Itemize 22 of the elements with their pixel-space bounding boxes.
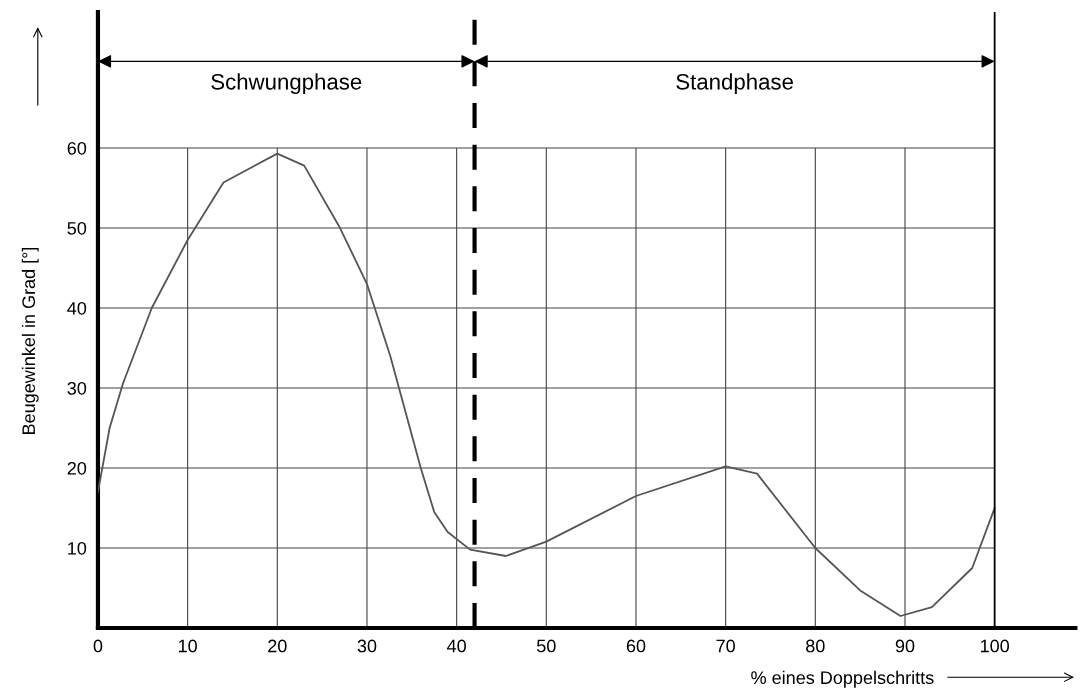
line-series bbox=[97, 152, 996, 617]
y-tick-label: 20 bbox=[67, 461, 87, 475]
x-axis-title: % eines Doppelschritts bbox=[751, 670, 934, 688]
y-tick-label: 30 bbox=[67, 381, 87, 395]
x-tick-label: 90 bbox=[895, 639, 915, 653]
x-tick-label: 80 bbox=[806, 639, 825, 653]
x-tick-label: 20 bbox=[268, 639, 287, 653]
x-tick-label: 100 bbox=[980, 639, 1010, 653]
annotation: Standphase bbox=[676, 73, 793, 95]
y-tick-label: 10 bbox=[68, 541, 87, 555]
y-axis-title: Beugewinkel in Grad [°] bbox=[21, 247, 39, 434]
y-tick-label: 50 bbox=[67, 221, 87, 235]
x-tick-label: 50 bbox=[536, 639, 556, 653]
x-tick-label: 30 bbox=[357, 639, 377, 653]
y-tick-label: 40 bbox=[67, 301, 87, 315]
x-tick-label: 40 bbox=[447, 639, 466, 653]
x-tick-label: 70 bbox=[716, 639, 735, 653]
x-tick-label: 10 bbox=[178, 639, 197, 653]
annotation: Schwungphase bbox=[211, 73, 362, 95]
y-tick-label: 60 bbox=[67, 141, 87, 155]
x-tick-label: 0 bbox=[93, 639, 103, 653]
x-tick-label: 60 bbox=[626, 639, 646, 653]
